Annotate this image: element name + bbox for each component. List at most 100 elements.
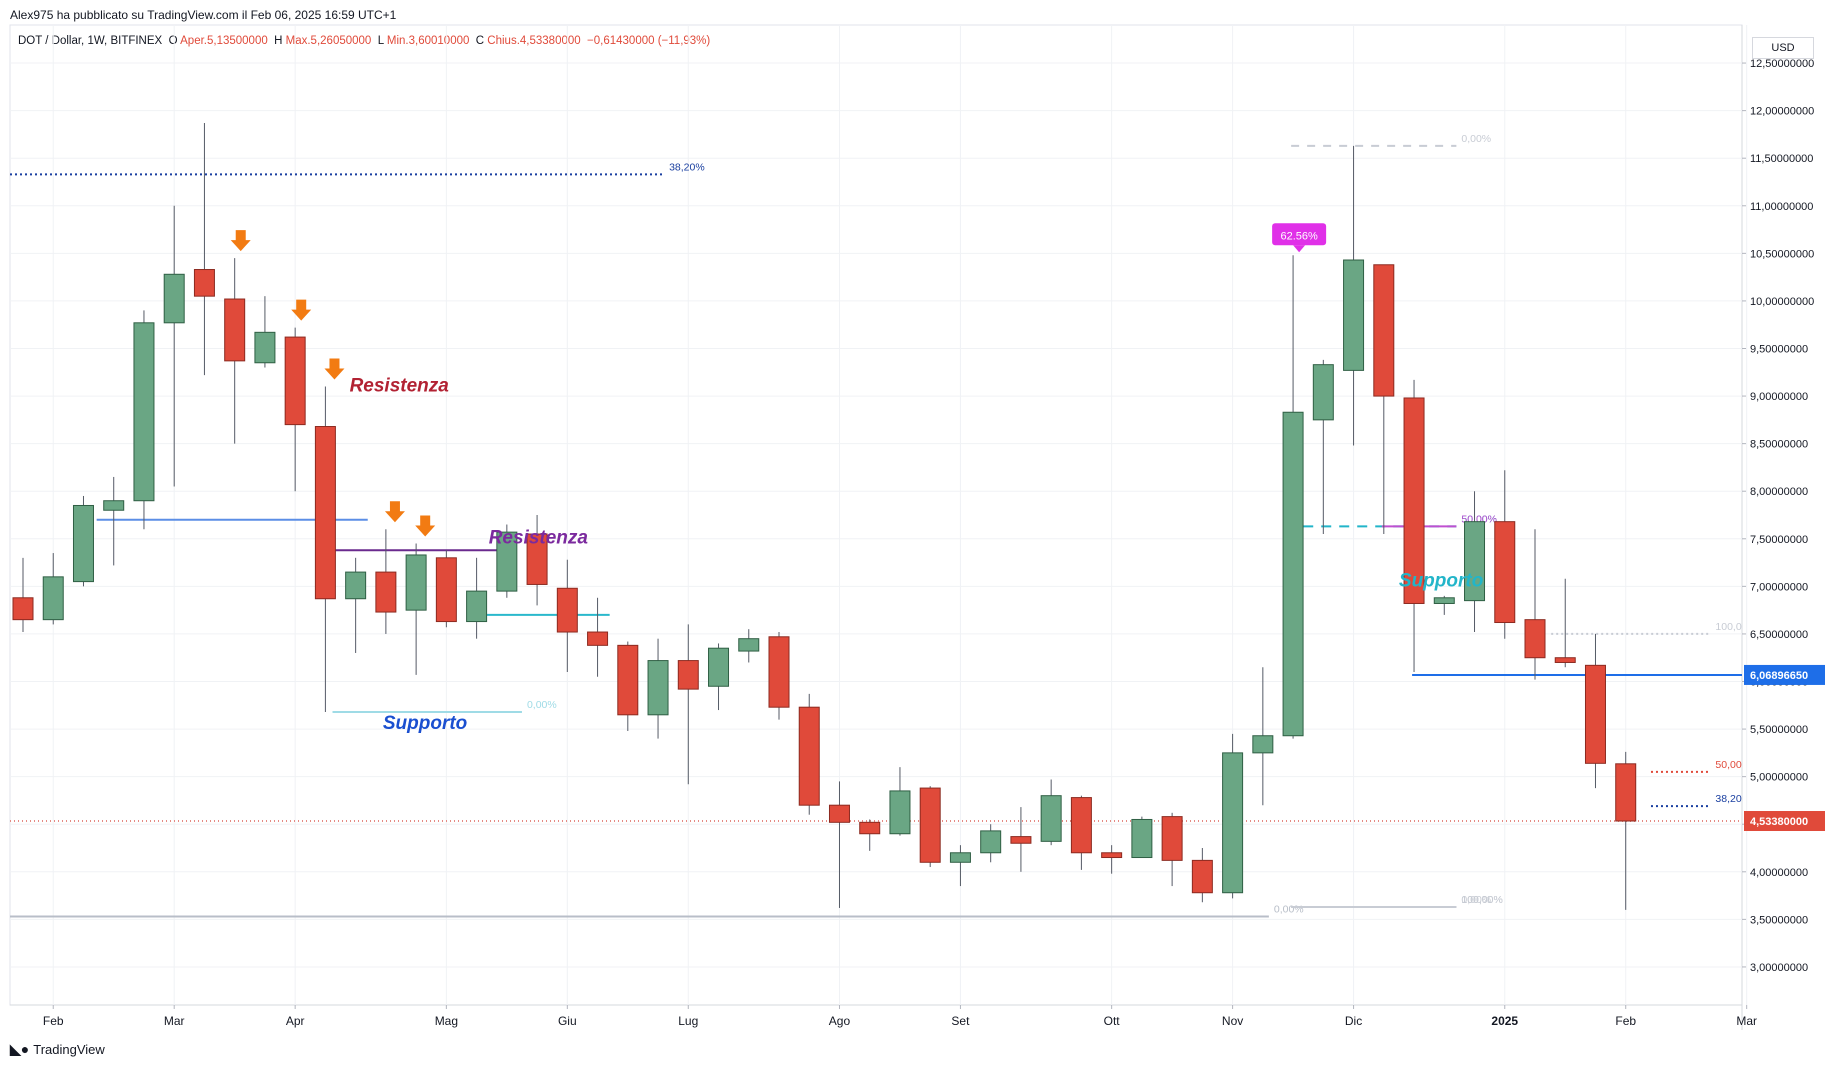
x-tick-label: 2025 [1491, 1014, 1518, 1028]
candle-body [466, 590, 488, 623]
x-tick-label: Apr [286, 1014, 305, 1028]
close-value: Chius.4,53380000 [487, 35, 581, 47]
symbol-name[interactable]: DOT / Dollar, 1W, BITFINEX [18, 35, 163, 47]
y-tick-label: 10,50000000 [1750, 248, 1814, 260]
candle-body [1252, 735, 1274, 754]
candle-body [193, 269, 215, 297]
candle-body [103, 500, 125, 511]
down-arrow-icon [415, 515, 436, 537]
candle-body [224, 298, 246, 362]
fib-level-label: 0,00% [527, 699, 557, 711]
candle-body [738, 638, 760, 652]
candle-body [1191, 859, 1213, 894]
y-tick-label: 7,50000000 [1750, 534, 1808, 546]
candle-body [1343, 259, 1365, 371]
fib-level-label: 38,20% [669, 161, 705, 173]
x-tick-label: Nov [1222, 1014, 1243, 1028]
price-tag-label: 6,06896650 [1750, 670, 1808, 682]
candle-body [163, 273, 185, 324]
y-tick-label: 11,50000000 [1750, 153, 1813, 165]
y-tick-label: 5,00000000 [1750, 772, 1808, 784]
x-tick-label: Giu [558, 1014, 577, 1028]
candle-body [949, 852, 971, 863]
fib-level-label: 38,20 [1715, 793, 1741, 805]
y-tick-label: 6,50000000 [1750, 629, 1808, 641]
candle-body [556, 587, 578, 633]
candle-body [1131, 818, 1153, 859]
symbol-legend: DOT / Dollar, 1W, BITFINEX O Aper.5,1350… [18, 35, 710, 47]
candle-body [1524, 619, 1546, 659]
candle-body [798, 706, 820, 806]
x-tick-label: Lug [678, 1014, 698, 1028]
chart-annotation-text: Supporto [1399, 570, 1483, 591]
y-tick-label: 5,50000000 [1750, 724, 1808, 736]
candle-body [1373, 264, 1395, 397]
down-arrow-icon [384, 501, 405, 523]
chart-annotation-text: Supporto [383, 713, 467, 734]
y-tick-label: 8,50000000 [1750, 439, 1808, 451]
candle-body [1554, 657, 1576, 663]
candle-body [677, 660, 699, 690]
x-tick-label: Ott [1104, 1014, 1121, 1028]
y-tick-label: 3,00000000 [1750, 962, 1808, 974]
candle-body [1584, 664, 1606, 764]
candle-body [314, 426, 336, 600]
open-value: Aper.5,13500000 [180, 35, 268, 47]
change-value: −0,61430000 (−11,93%) [587, 35, 711, 47]
tradingview-logo-icon: ◣● [10, 1041, 30, 1057]
candle-body [1010, 836, 1032, 844]
x-tick-label: Mar [1736, 1014, 1757, 1028]
candle-body [1161, 816, 1183, 861]
high-value: Max.5,26050000 [285, 35, 372, 47]
y-tick-label: 8,00000000 [1750, 486, 1808, 498]
y-tick-label: 9,00000000 [1750, 391, 1808, 403]
fib-level-label: 0,00% [1461, 894, 1491, 906]
y-tick-label: 12,00000000 [1750, 106, 1814, 118]
candle-body [617, 644, 639, 716]
footer-brand[interactable]: ◣● TradingView [10, 1041, 105, 1058]
low-value: Min.3,60010000 [386, 35, 470, 47]
candle-body [1282, 411, 1304, 737]
footer-brand-text: TradingView [33, 1042, 105, 1057]
y-tick-label: 3,50000000 [1750, 914, 1808, 926]
x-tick-label: Dic [1345, 1014, 1362, 1028]
candle-body [1312, 364, 1334, 421]
y-tick-label: 12,50000000 [1750, 58, 1814, 70]
candle-body [133, 322, 155, 502]
candle-body [919, 787, 941, 863]
percent-badge [1272, 223, 1327, 246]
price-tag [1744, 811, 1825, 832]
price-tag-label: 4,53380000 [1750, 816, 1808, 828]
x-tick-label: Feb [43, 1014, 64, 1028]
low-letter: L [377, 35, 384, 47]
down-arrow-icon [230, 230, 251, 252]
chart-annotation-text: Resistenza [350, 375, 450, 396]
open-letter: O [168, 35, 178, 47]
candle-body [405, 554, 427, 611]
candle-body [1070, 797, 1092, 854]
y-tick-label: 9,50000000 [1750, 343, 1808, 355]
candle-body [889, 790, 911, 835]
candle-body [72, 504, 94, 583]
high-letter: H [274, 35, 283, 47]
candle-body [1222, 752, 1244, 894]
candle-body [859, 821, 881, 835]
currency-selector[interactable]: USD [1752, 37, 1814, 59]
percent-badge-pointer [1293, 245, 1306, 253]
fib-level-label: 100,00% [1461, 894, 1502, 906]
y-tick-label: 11,00000000 [1750, 201, 1813, 213]
candle-body [526, 533, 548, 585]
y-tick-label: 4,00000000 [1750, 867, 1808, 879]
candle-body [435, 557, 457, 623]
x-tick-label: Ago [829, 1014, 851, 1028]
candle-body [1040, 795, 1062, 842]
fib-level-label: 0,00% [1274, 904, 1304, 916]
candle-body [375, 571, 397, 613]
candle-body [1494, 521, 1516, 624]
candle-body [708, 647, 730, 687]
down-arrow-icon [291, 299, 312, 321]
candle-body [768, 636, 790, 708]
candle-body [1403, 397, 1425, 604]
y-tick-label: 10,00000000 [1750, 296, 1814, 308]
